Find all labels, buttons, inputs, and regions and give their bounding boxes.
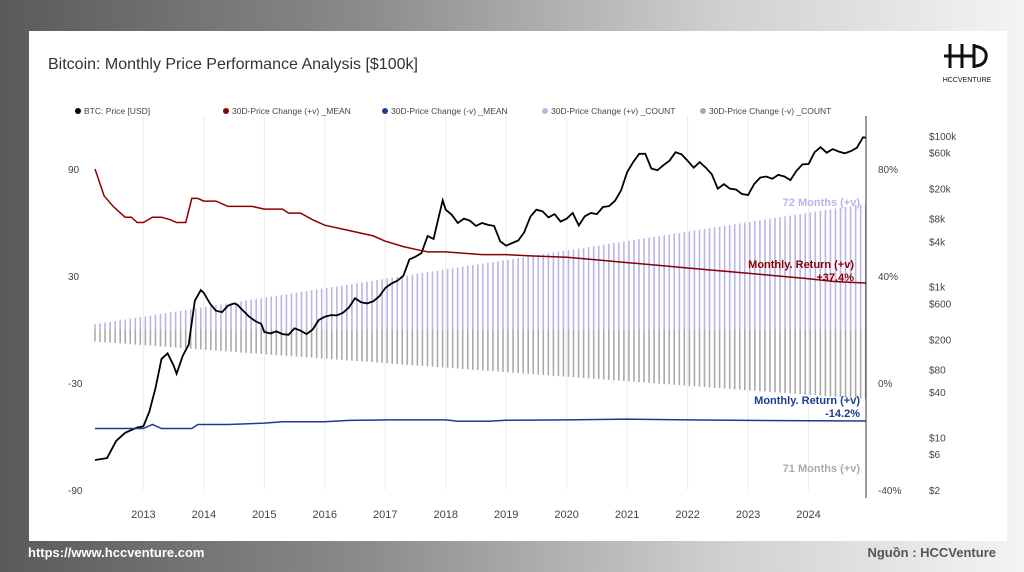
annotation-label: +37.4% xyxy=(816,272,854,284)
annotation-label: 72 Months (+v) xyxy=(783,197,861,209)
series-line-2 xyxy=(95,418,867,430)
legend-marker xyxy=(382,108,388,114)
right-price-tick-label: $100k xyxy=(929,132,957,143)
x-tick-label: 2016 xyxy=(313,509,337,521)
series-lines xyxy=(94,136,867,461)
x-tick-label: 2017 xyxy=(373,509,397,521)
x-tick-label: 2020 xyxy=(554,509,578,521)
footer-url[interactable]: https://www.hccventure.com xyxy=(28,545,205,560)
grid xyxy=(142,116,810,490)
series-line-1 xyxy=(94,168,867,284)
footer-source: Nguồn : HCCVenture xyxy=(867,545,996,560)
right-price-tick-label: $10 xyxy=(929,433,946,444)
hccventure-logo: HCCVENTURE xyxy=(943,44,992,84)
right-pct-tick-label: 40% xyxy=(878,272,898,283)
right-pct-tick-label: 80% xyxy=(878,165,898,176)
legend-marker xyxy=(700,108,706,114)
annotations: 72 Months (+v)Monthly. Return (+v)+37.4%… xyxy=(748,197,860,475)
right-price-tick-label: $4k xyxy=(929,237,946,248)
legend-label: 30D-Price Change (-v) _MEAN xyxy=(391,106,508,116)
annotation-label: 71 Months (+v) xyxy=(783,463,861,475)
axes: 2013 2014 2015 2016 2017 2018 2019 2020 2021 2022… xyxy=(68,116,957,521)
legend-label: 30D-Price Change (-v) _COUNT xyxy=(709,106,831,116)
legend-label: BTC: Price [USD] xyxy=(84,106,150,116)
x-tick-label: 2024 xyxy=(796,509,820,521)
x-tick-label: 2019 xyxy=(494,509,518,521)
left-tick-label: 90 xyxy=(68,165,80,176)
annotation-label: Monthly. Return (+v) xyxy=(748,259,854,271)
x-tick-label: 2022 xyxy=(675,509,699,521)
right-price-tick-label: $1k xyxy=(929,283,946,294)
chart-title: Bitcoin: Monthly Price Performance Analy… xyxy=(48,56,418,73)
series-line-0 xyxy=(94,136,867,461)
logo-text: HCCVENTURE xyxy=(943,77,992,84)
legend-marker xyxy=(75,108,81,114)
legend-label: 30D-Price Change (+v) _COUNT xyxy=(551,106,675,116)
x-tick-label: 2013 xyxy=(131,509,155,521)
annotation-label: Monthly. Return (+v) xyxy=(754,395,860,407)
right-price-tick-label: $600 xyxy=(929,299,952,310)
right-price-tick-label: $6 xyxy=(929,450,941,461)
legend-marker xyxy=(223,108,229,114)
legend: BTC: Price [USD] 30D-Price Change (+v) _M… xyxy=(75,106,831,116)
left-tick-label: 30 xyxy=(68,272,80,283)
right-pct-tick-label: -40% xyxy=(878,486,901,497)
x-tick-label: 2018 xyxy=(433,509,457,521)
right-price-tick-label: $8k xyxy=(929,215,946,226)
right-price-tick-label: $20k xyxy=(929,185,952,196)
bars-positive-count xyxy=(94,203,867,330)
legend-label: 30D-Price Change (+v) _MEAN xyxy=(232,106,351,116)
x-tick-label: 2021 xyxy=(615,509,639,521)
right-pct-tick-label: 0% xyxy=(878,379,893,390)
annotation-label: -14.2% xyxy=(825,408,860,420)
legend-marker xyxy=(542,108,548,114)
left-tick-label: -30 xyxy=(68,379,83,390)
right-price-tick-label: $40 xyxy=(929,388,946,399)
right-price-tick-label: $2 xyxy=(929,486,941,497)
right-price-tick-label: $80 xyxy=(929,365,946,376)
bars-negative-count xyxy=(94,329,867,400)
right-price-tick-label: $60k xyxy=(929,149,952,160)
x-tick-label: 2014 xyxy=(192,509,216,521)
right-price-tick-label: $200 xyxy=(929,335,952,346)
x-tick-label: 2023 xyxy=(736,509,760,521)
left-tick-label: -90 xyxy=(68,486,83,497)
x-tick-label: 2015 xyxy=(252,509,276,521)
